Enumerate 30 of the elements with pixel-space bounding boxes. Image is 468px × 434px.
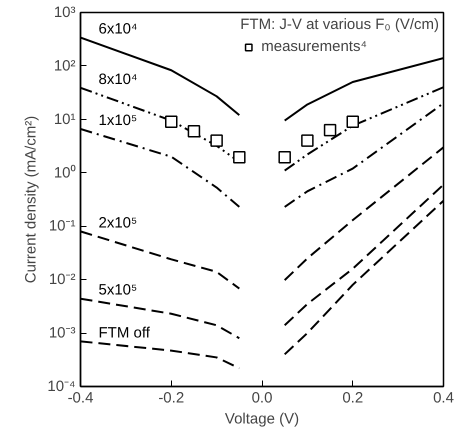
series-label: 2x10⁵ — [98, 214, 138, 232]
point — [346, 116, 359, 128]
point — [324, 124, 336, 136]
series-label: FTM off — [98, 324, 151, 342]
y-tick-label: 10⁻¹ — [48, 218, 76, 235]
x-tick-label: -0.2 — [158, 390, 184, 406]
y-axis-title: Current density (mA/cm²) — [22, 116, 40, 284]
series-label: 8x10⁴ — [98, 70, 138, 88]
y-tick-label: 10⁻² — [48, 271, 76, 288]
point — [188, 124, 200, 138]
x-tick-label: 0.0 — [252, 390, 272, 406]
point — [165, 116, 178, 128]
x-tick-label: 0.4 — [433, 390, 454, 406]
x-axis-title: Voltage (V) — [224, 410, 300, 428]
y-tick-label: 10³ — [54, 4, 76, 21]
legend-label: measurements⁴ — [261, 38, 367, 55]
y-tick-label: 10¹ — [54, 110, 76, 128]
series-label: 6x10⁴ — [98, 20, 138, 38]
point — [278, 151, 291, 164]
series-label: 5x10⁵ — [98, 282, 138, 299]
point — [233, 151, 246, 164]
point — [210, 134, 223, 147]
x-tick-label: 0.2 — [342, 390, 364, 406]
y-tick-label: 10² — [54, 57, 76, 74]
legend-title: FTM: J-V at various F₀ (V/cm) — [240, 16, 439, 33]
y-tick-label: 10⁰ — [54, 164, 76, 182]
point — [301, 134, 314, 147]
series-label: 1x10⁵ — [98, 112, 138, 129]
x-tick-label: -0.4 — [68, 390, 94, 406]
y-tick-label: 10⁻³ — [48, 324, 76, 342]
